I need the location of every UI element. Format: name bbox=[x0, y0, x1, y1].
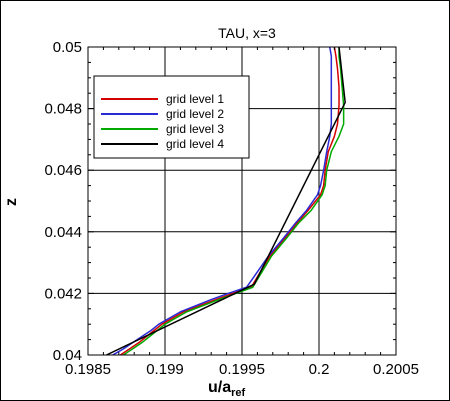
legend-label-1: grid level 1 bbox=[166, 92, 224, 106]
legend-label-4: grid level 4 bbox=[166, 137, 224, 151]
series-layer bbox=[106, 47, 346, 355]
x-axis-label-sub: ref bbox=[231, 387, 245, 399]
x-tick-label: 0.2005 bbox=[373, 361, 419, 378]
series-line-4 bbox=[106, 47, 346, 355]
chart-title: TAU, x=3 bbox=[218, 25, 276, 41]
tick-layer: 0.1985 0.199 0.1995 0.2 0.2005 0.04 0.042 0.044… bbox=[44, 39, 418, 378]
x-tick-label: 0.1985 bbox=[65, 361, 111, 378]
x-tick-label: 0.1995 bbox=[219, 361, 265, 378]
y-axis-label: z bbox=[3, 198, 20, 206]
y-tick-label: 0.046 bbox=[44, 162, 82, 179]
y-tick-label: 0.05 bbox=[53, 39, 82, 56]
x-tick-label: 0.2 bbox=[309, 361, 330, 378]
x-axis-label-main: u/a bbox=[208, 379, 231, 396]
y-tick-label: 0.048 bbox=[44, 101, 82, 118]
series-line-2 bbox=[112, 47, 333, 355]
y-tick-label: 0.042 bbox=[44, 285, 82, 302]
x-tick-label: 0.199 bbox=[146, 361, 184, 378]
legend-label-3: grid level 3 bbox=[166, 122, 224, 136]
y-tick-label: 0.04 bbox=[53, 347, 82, 364]
legend-label-2: grid level 2 bbox=[166, 107, 224, 121]
y-tick-label: 0.044 bbox=[44, 224, 82, 241]
series-line-1 bbox=[119, 47, 340, 355]
x-axis-label: u/aref bbox=[208, 379, 246, 399]
